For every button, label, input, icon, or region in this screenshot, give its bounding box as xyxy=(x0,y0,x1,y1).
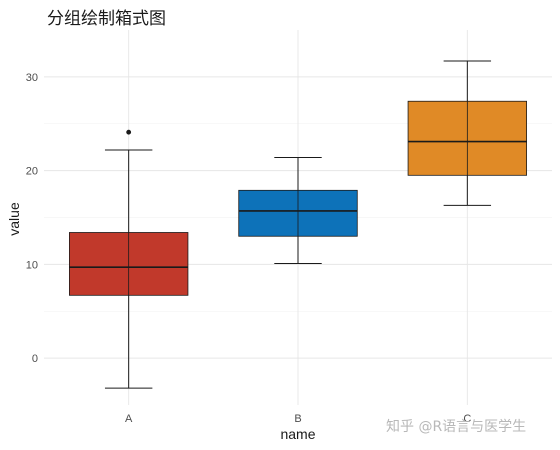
watermark: 知乎 @R语言与医学生 xyxy=(386,419,527,435)
outlier-point xyxy=(126,129,132,135)
x-tick-label: B xyxy=(294,413,301,425)
box-group xyxy=(69,129,189,389)
y-tick-label: 20 xyxy=(26,166,38,178)
x-axis-title: name xyxy=(280,426,315,442)
box-group xyxy=(238,157,358,264)
y-axis-ticks: 0 10 20 30 xyxy=(26,72,38,365)
chart-title: 分组绘制箱式图 xyxy=(47,9,166,29)
x-tick-label: C xyxy=(463,413,471,425)
box-group xyxy=(407,60,528,206)
y-tick-label: 10 xyxy=(26,259,38,271)
boxes-layer xyxy=(69,60,528,389)
y-axis-title: value xyxy=(6,202,22,236)
y-tick-label: 30 xyxy=(26,72,38,84)
x-axis-ticks: A B C xyxy=(125,413,471,425)
y-tick-label: 0 xyxy=(32,353,38,365)
x-tick-label: A xyxy=(125,413,133,425)
